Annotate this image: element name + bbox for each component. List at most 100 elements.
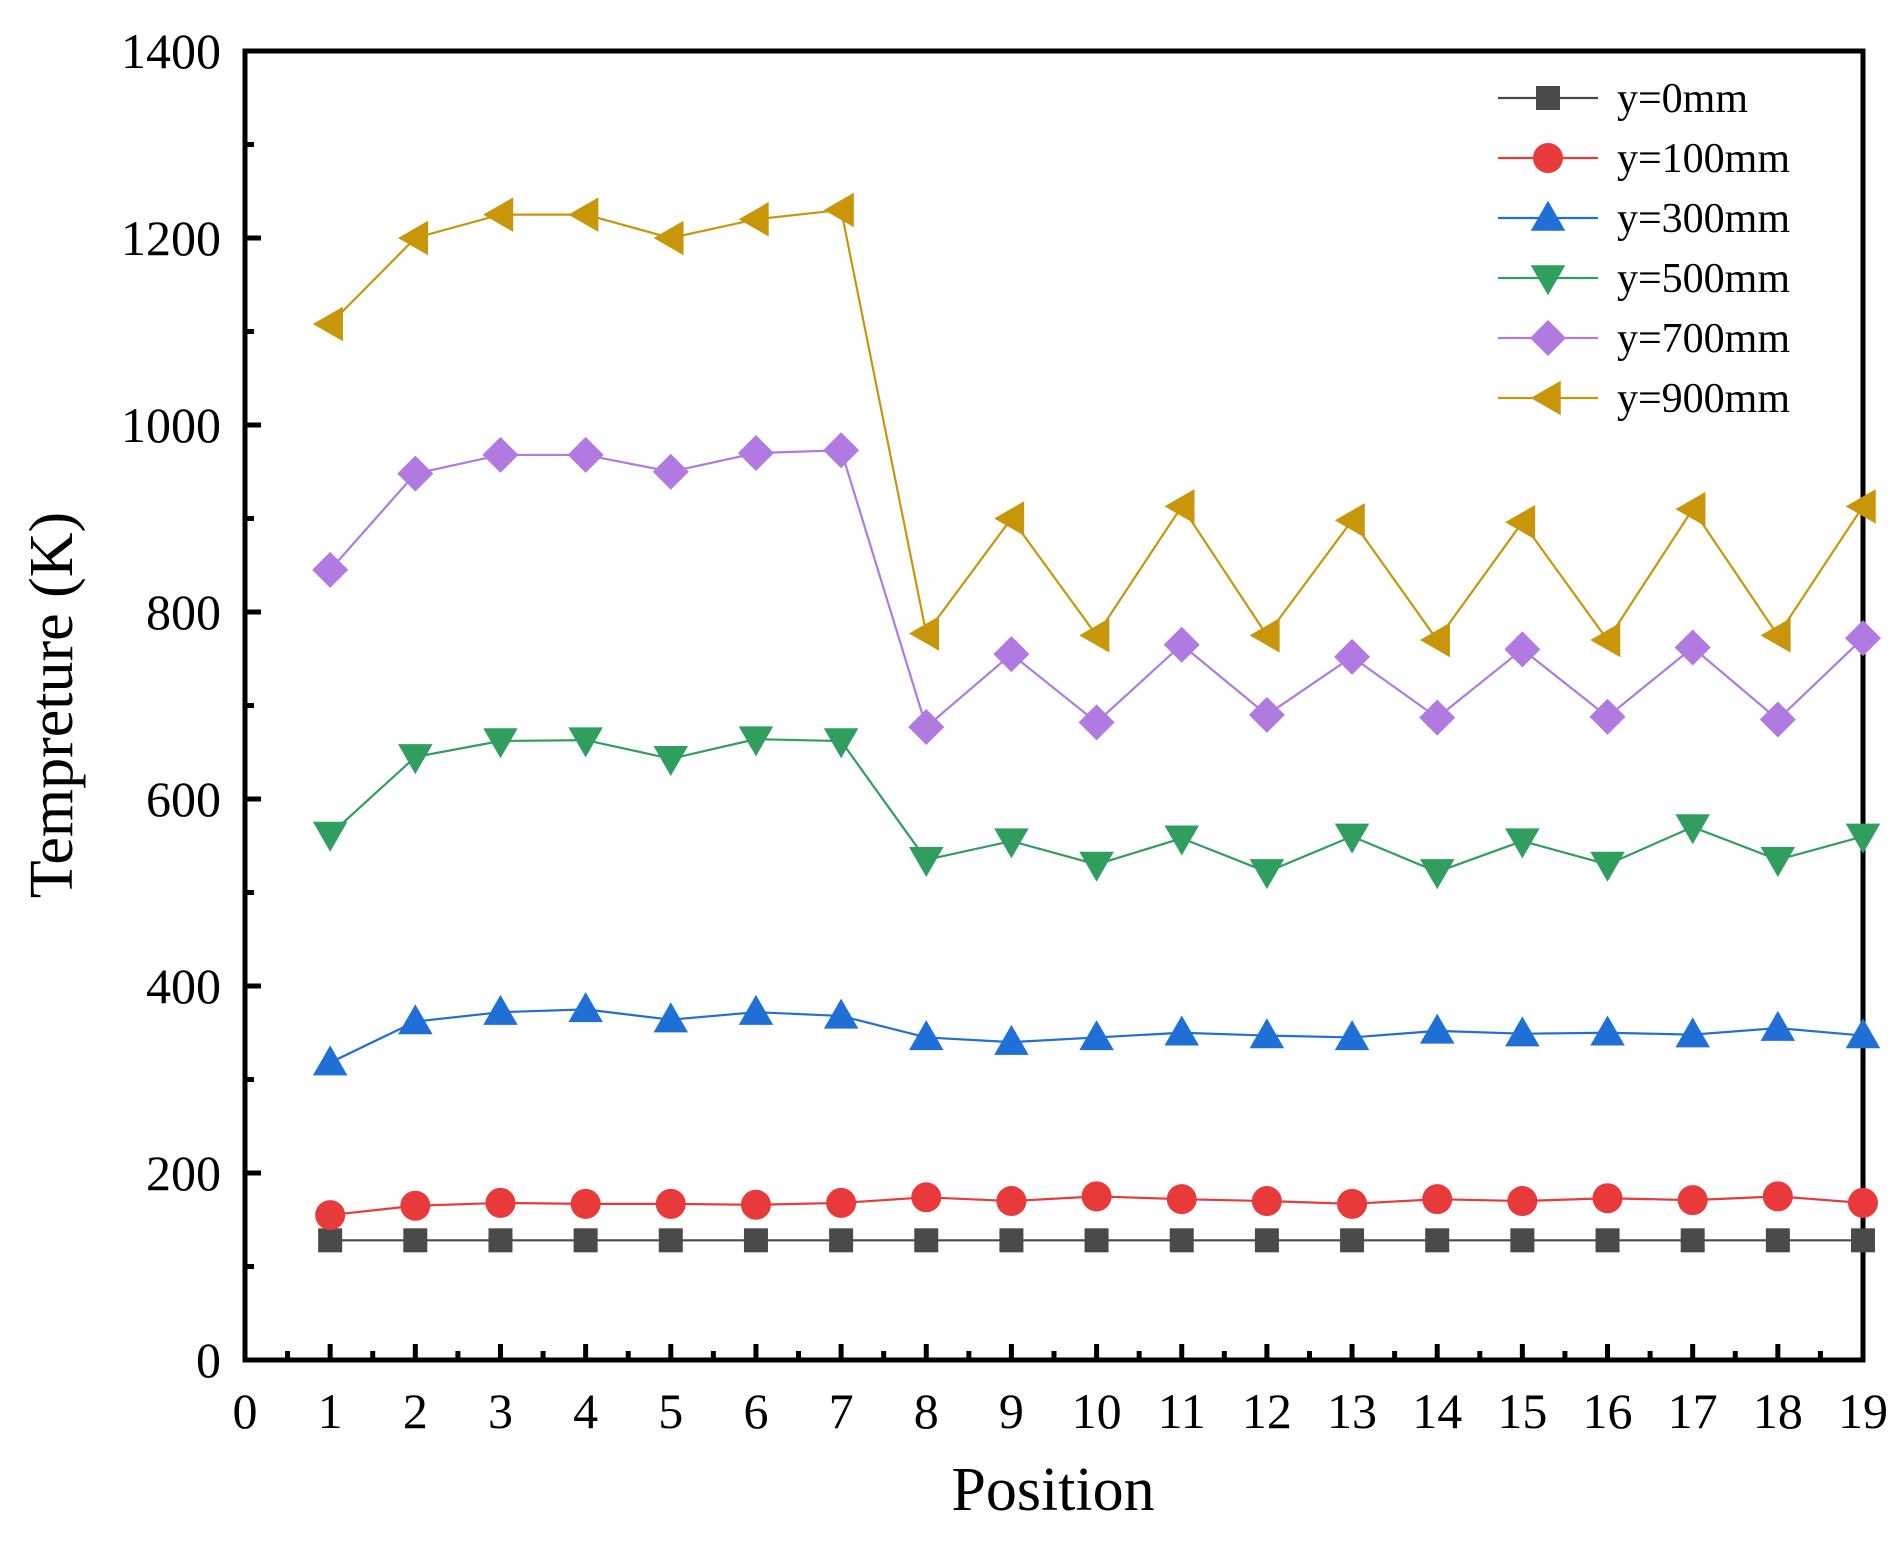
data-point bbox=[482, 436, 519, 473]
data-point bbox=[738, 726, 774, 757]
x-tick-label: 12 bbox=[1242, 1383, 1292, 1439]
data-point bbox=[996, 1186, 1027, 1217]
data-point bbox=[1419, 1013, 1455, 1044]
legend-marker bbox=[1530, 265, 1566, 296]
data-point bbox=[823, 432, 860, 469]
x-tick-label: 10 bbox=[1072, 1383, 1122, 1439]
y-axis-title: Tempreture (K) bbox=[18, 512, 86, 898]
legend-label: y=700mm bbox=[1617, 316, 1790, 362]
data-point bbox=[1762, 1181, 1793, 1212]
data-point bbox=[993, 636, 1030, 673]
data-point bbox=[823, 728, 859, 759]
y-tick-label: 1000 bbox=[121, 397, 221, 453]
data-point bbox=[400, 1190, 431, 1221]
data-point bbox=[573, 1228, 598, 1253]
data-point bbox=[911, 1182, 942, 1213]
data-point bbox=[1845, 620, 1881, 657]
data-point bbox=[1419, 699, 1456, 736]
x-tick-label: 5 bbox=[658, 1383, 683, 1439]
data-point bbox=[914, 1228, 939, 1253]
data-point bbox=[1510, 1228, 1535, 1253]
x-tick-label: 17 bbox=[1668, 1383, 1718, 1439]
x-tick-label: 19 bbox=[1838, 1383, 1888, 1439]
data-point bbox=[1334, 1020, 1370, 1051]
data-point bbox=[829, 1228, 854, 1253]
y-tick-label: 800 bbox=[146, 584, 221, 640]
data-point bbox=[1334, 638, 1371, 675]
data-point bbox=[1851, 1228, 1875, 1253]
data-point bbox=[312, 306, 343, 342]
series-y=900mm bbox=[312, 192, 1876, 658]
x-tick-label: 4 bbox=[573, 1383, 598, 1439]
data-point bbox=[1675, 1017, 1710, 1048]
data-point bbox=[1505, 828, 1540, 859]
legend-item: y=0mm bbox=[1498, 76, 1748, 122]
x-tick-label: 15 bbox=[1497, 1383, 1547, 1439]
x-tick-label: 0 bbox=[233, 1383, 258, 1439]
legend-marker bbox=[1533, 143, 1563, 173]
series-layer bbox=[312, 192, 1881, 1253]
data-point bbox=[312, 1045, 348, 1076]
data-point bbox=[737, 435, 774, 472]
data-point bbox=[909, 847, 944, 878]
x-tick-label: 16 bbox=[1583, 1383, 1633, 1439]
data-point bbox=[312, 821, 348, 852]
data-point bbox=[1505, 1016, 1540, 1047]
data-point bbox=[1166, 1184, 1197, 1215]
series-y=0mm bbox=[318, 1228, 1875, 1253]
x-tick-label: 18 bbox=[1753, 1383, 1803, 1439]
x-tick-label: 2 bbox=[403, 1383, 428, 1439]
data-point bbox=[909, 1020, 944, 1051]
data-point bbox=[1422, 1184, 1453, 1215]
data-point bbox=[315, 1200, 346, 1231]
data-point bbox=[1249, 618, 1280, 653]
data-point bbox=[1592, 1183, 1623, 1214]
data-point bbox=[403, 1228, 428, 1253]
legend-label: y=0mm bbox=[1617, 76, 1748, 122]
legend-item: y=500mm bbox=[1498, 256, 1790, 302]
legend: y=0mm y=100mm y=300mm y=500mm y=700mm y=900mm bbox=[1498, 76, 1790, 422]
data-point bbox=[483, 994, 518, 1025]
data-point bbox=[994, 1024, 1029, 1055]
x-tick-label: 3 bbox=[488, 1383, 513, 1439]
data-point bbox=[398, 744, 433, 775]
data-point bbox=[908, 709, 945, 746]
data-point bbox=[312, 551, 349, 588]
data-point bbox=[1251, 1186, 1282, 1217]
data-point bbox=[1845, 489, 1876, 524]
x-tick-label: 14 bbox=[1412, 1383, 1462, 1439]
data-point bbox=[1590, 851, 1625, 882]
legend-marker bbox=[1530, 380, 1561, 416]
data-point bbox=[653, 1002, 689, 1033]
data-point bbox=[994, 828, 1029, 859]
data-point bbox=[909, 616, 940, 651]
series-y=100mm bbox=[315, 1181, 1878, 1231]
data-point bbox=[485, 1187, 516, 1218]
data-point bbox=[1589, 698, 1626, 735]
x-tick-label: 1 bbox=[318, 1383, 343, 1439]
data-point bbox=[1164, 489, 1195, 524]
data-point bbox=[1337, 1188, 1368, 1219]
data-point bbox=[1081, 1181, 1112, 1212]
data-point bbox=[823, 192, 854, 228]
legend-label: y=300mm bbox=[1617, 196, 1790, 242]
data-point bbox=[1595, 1228, 1620, 1253]
data-point bbox=[568, 727, 603, 758]
series-y=300mm bbox=[312, 992, 1881, 1076]
data-point bbox=[1674, 629, 1711, 666]
x-axis-title: Position bbox=[951, 1456, 1154, 1524]
data-point bbox=[1334, 503, 1365, 538]
data-point bbox=[398, 1004, 433, 1035]
data-point bbox=[1505, 504, 1536, 540]
legend-label: y=100mm bbox=[1617, 136, 1790, 182]
data-point bbox=[568, 197, 599, 232]
data-point bbox=[397, 455, 434, 492]
data-point bbox=[1249, 859, 1285, 890]
data-point bbox=[1845, 1018, 1881, 1049]
data-point bbox=[1507, 1186, 1538, 1217]
legend-label: y=500mm bbox=[1617, 256, 1790, 302]
x-tick-label: 9 bbox=[999, 1383, 1024, 1439]
data-point bbox=[1079, 618, 1110, 653]
data-point bbox=[1760, 847, 1796, 878]
